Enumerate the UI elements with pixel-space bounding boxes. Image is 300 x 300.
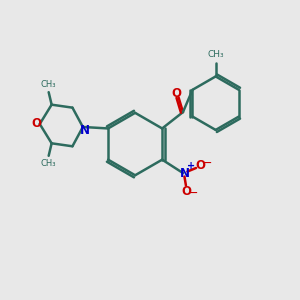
Text: +: +: [187, 160, 195, 171]
Text: N: N: [80, 124, 90, 137]
Text: CH₃: CH₃: [41, 159, 56, 168]
Text: O: O: [171, 87, 181, 100]
Text: O: O: [181, 185, 191, 198]
Text: O: O: [32, 118, 42, 130]
Text: CH₃: CH₃: [207, 50, 224, 59]
Text: CH₃: CH₃: [41, 80, 56, 89]
Text: −: −: [202, 157, 212, 170]
Text: −: −: [188, 187, 199, 200]
Text: N: N: [180, 167, 190, 179]
Text: O: O: [195, 158, 205, 172]
